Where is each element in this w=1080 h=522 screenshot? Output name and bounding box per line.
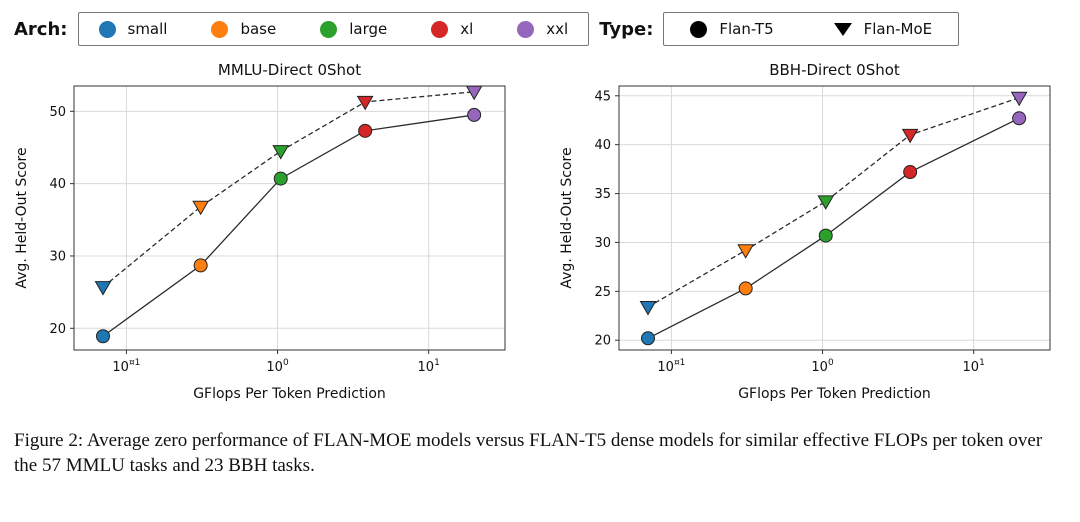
- circle-marker-icon: [431, 20, 449, 38]
- data-point-flan-t5: [640, 331, 655, 346]
- series-line-flan-t5: [647, 117, 1020, 339]
- type-legend-box: Flan-T5 Flan-MoE: [663, 12, 960, 46]
- x-tick-label: 100: [811, 358, 834, 375]
- legend-item-label: xl: [460, 20, 474, 38]
- data-point-flan-t5: [193, 258, 208, 273]
- data-point-flan-moe: [272, 145, 290, 160]
- data-point-flan-moe: [737, 244, 755, 259]
- x-tick-label: 101: [963, 358, 985, 375]
- data-point-flan-t5: [95, 329, 110, 344]
- plot-border: [618, 85, 1051, 351]
- chart-title: MMLU-Direct 0Shot: [218, 61, 361, 79]
- gridlines: [619, 86, 1050, 350]
- y-axis-label: Avg. Held-Out Score: [14, 147, 30, 288]
- mmlu-direct-chart: 20 30 40 50 10¤1 100 101 MMLU-Direct 0Shot GFlop…: [14, 61, 506, 402]
- legend-item-small: small: [98, 20, 168, 38]
- y-tick-label: 35: [594, 187, 611, 202]
- x-axis-label: GFlops Per Token Prediction: [193, 386, 386, 402]
- series-line-flan-moe: [647, 97, 1020, 308]
- triangle-down-icon: [833, 22, 852, 36]
- data-point-flan-t5: [818, 228, 833, 243]
- data-point-flan-moe: [901, 128, 919, 144]
- y-tick-label: 40: [49, 177, 66, 192]
- y-tick-label: 40: [594, 138, 611, 153]
- charts-row: 20 30 40 50 10¤1 100 101 MMLU-Direct 0Shot GFlop…: [0, 60, 1080, 410]
- legend-item-base: base: [211, 20, 276, 38]
- y-axis-label: Avg. Held-Out Score: [559, 147, 575, 288]
- gridlines: [74, 86, 505, 350]
- data-point-flan-t5: [467, 107, 482, 122]
- circle-marker-icon: [320, 20, 338, 38]
- circle-marker-icon: [517, 20, 535, 38]
- x-tick-label: 10¤1: [112, 358, 140, 375]
- y-tick-label: 20: [49, 322, 66, 337]
- series-line-flan-t5: [102, 114, 475, 337]
- y-tick-label: 45: [594, 89, 611, 104]
- legend-item-label: Flan-T5: [719, 20, 774, 38]
- data-point-flan-t5: [273, 171, 288, 186]
- chart-title: BBH-Direct 0Shot: [769, 61, 900, 79]
- plot-border: [73, 85, 506, 351]
- x-tick-label: 100: [266, 358, 289, 375]
- data-point-flan-t5: [738, 281, 753, 296]
- legend-item-xxl: xxl: [517, 20, 568, 38]
- circle-marker-icon: [211, 20, 229, 38]
- y-tick-label: 20: [594, 334, 611, 349]
- data-point-flan-moe: [94, 281, 112, 296]
- data-point-flan-moe: [1010, 91, 1028, 107]
- series-line-flan-moe: [102, 91, 475, 288]
- legend-item-large: large: [320, 20, 387, 38]
- data-point-flan-t5: [358, 123, 373, 138]
- legend-item-label: Flan-MoE: [863, 20, 933, 38]
- data-point-flan-moe: [192, 200, 210, 216]
- legend-item-flan-t5: Flan-T5: [690, 20, 774, 38]
- circle-marker-icon: [690, 20, 708, 38]
- legend-item-label: large: [349, 20, 388, 38]
- legend-item-label: small: [127, 20, 168, 38]
- data-point-flan-moe: [356, 95, 374, 111]
- data-point-flan-moe: [817, 195, 835, 210]
- legend-item-label: base: [240, 20, 277, 38]
- legend-item-flan-moe: Flan-MoE: [833, 20, 933, 38]
- bbh-direct-chart: 20 25 30 35 40 45 10¤1 100 101 BBH-Direct 0Shot GF…: [559, 61, 1051, 402]
- x-tick-label: 101: [418, 358, 440, 375]
- legend-item-label: xxl: [546, 20, 569, 38]
- figure-legend: Arch: small base large xl xxl Type: Flan-T5 F…: [0, 0, 1080, 46]
- type-legend-title: Type:: [599, 18, 654, 40]
- arch-legend-title: Arch:: [14, 18, 68, 40]
- y-tick-label: 30: [594, 236, 611, 251]
- circle-marker-icon: [98, 20, 116, 38]
- y-tick-label: 25: [594, 285, 611, 300]
- y-tick-label: 50: [49, 105, 66, 120]
- figure-caption: Figure 2: Average zero performance of FL…: [14, 430, 1043, 477]
- data-point-flan-t5: [1012, 111, 1027, 126]
- arch-legend-box: small base large xl xxl: [77, 12, 590, 46]
- data-point-flan-moe: [639, 300, 657, 316]
- x-tick-label: 10¤1: [657, 358, 685, 375]
- data-point-flan-t5: [903, 165, 918, 180]
- y-tick-label: 30: [49, 249, 66, 264]
- x-axis-label: GFlops Per Token Prediction: [738, 386, 931, 402]
- legend-item-xl: xl: [431, 20, 473, 38]
